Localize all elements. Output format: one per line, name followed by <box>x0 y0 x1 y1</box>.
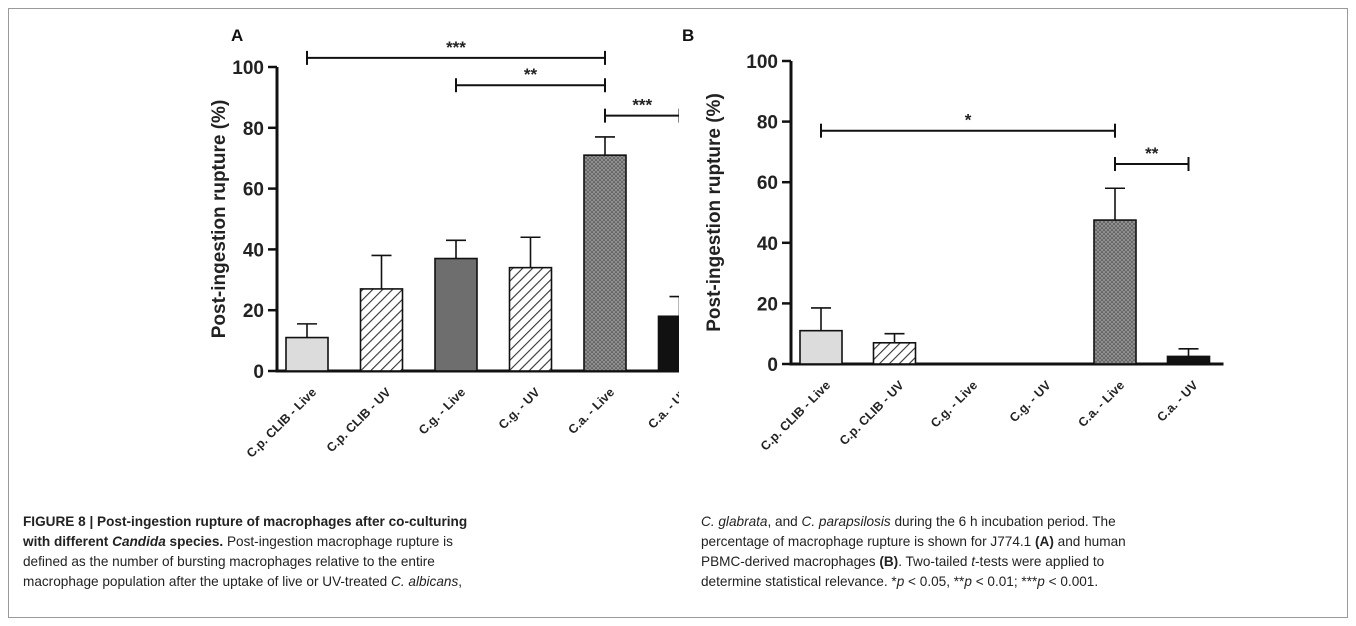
significance-label: *** <box>632 96 652 115</box>
figure-caption-left: FIGURE 8 | Post-ingestion rupture of mac… <box>23 512 668 592</box>
figure-caption-right: C. glabrata, and C. parapsilosis during … <box>701 512 1341 592</box>
y-tick-label: 100 <box>232 58 264 79</box>
caption-italic: p <box>1037 574 1045 589</box>
x-tick-label: C.g. - UV <box>1007 378 1054 425</box>
caption-line-7: PBMC-derived macrophages (B). Two-tailed… <box>701 552 1341 572</box>
y-axis-label: Post-ingestion rupture (%) <box>704 93 725 332</box>
caption-text: Post-ingestion macrophage rupture is <box>223 534 453 549</box>
caption-species: C. glabrata <box>701 514 768 529</box>
x-tick-label: C.p. CLIB - UV <box>324 385 394 455</box>
bar <box>1093 219 1137 365</box>
y-tick-label: 20 <box>243 301 264 322</box>
caption-panel-ref: (B) <box>879 554 899 569</box>
caption-text: . Two-tailed <box>898 554 972 569</box>
x-tick-label: C.p. CLIB - Live <box>758 378 833 453</box>
caption-text: macrophage population after the uptake o… <box>23 574 392 589</box>
caption-text: determine statistical relevance. * <box>701 574 897 589</box>
caption-title-italic: Candida <box>112 534 166 549</box>
x-tick-label: C.a. - UV <box>645 385 679 432</box>
bar <box>434 257 478 372</box>
x-tick-label: C.a. - UV <box>1154 378 1201 425</box>
caption-text: < 0.05, ** <box>904 574 965 589</box>
caption-text: and human <box>1053 534 1126 549</box>
caption-italic: p <box>964 574 972 589</box>
significance-label: * <box>965 111 972 130</box>
y-tick-label: 0 <box>767 355 778 376</box>
y-tick-label: 20 <box>757 294 778 315</box>
x-tick-label: C.g. - Live <box>928 378 980 430</box>
caption-line-6: percentage of macrophage rupture is show… <box>701 532 1341 552</box>
x-tick-label: C.a. - Live <box>1075 378 1127 430</box>
bar <box>359 288 404 372</box>
caption-line-5: C. glabrata, and C. parapsilosis during … <box>701 512 1341 532</box>
caption-line-3: defined as the number of bursting macrop… <box>23 554 435 569</box>
y-tick-label: 80 <box>757 113 778 134</box>
caption-species: C. parapsilosis <box>801 514 891 529</box>
y-tick-label: 80 <box>243 119 264 140</box>
panel-b-chart: B 0 20 40 60 80 100 Post-ingestion rupture (%) C… <box>682 26 1224 453</box>
y-tick-label: 40 <box>757 234 778 255</box>
x-tick-label: C.g. - UV <box>496 385 543 432</box>
x-tick-label: C.p. CLIB - Live <box>244 385 319 460</box>
bar <box>583 154 627 372</box>
figure-frame: A 0 20 40 60 80 100 Post-ingestion rupture (%) C… <box>8 8 1348 618</box>
significance-label: ** <box>524 65 538 84</box>
caption-line-2: with different Candida species. Post-ing… <box>23 532 668 552</box>
caption-text: -tests were applied to <box>975 554 1105 569</box>
caption-text: < 0.001. <box>1044 574 1099 589</box>
y-tick-label: 100 <box>746 52 778 73</box>
caption-italic: t <box>971 554 976 569</box>
y-tick-label: 0 <box>253 362 264 383</box>
bar <box>799 329 843 365</box>
y-axis-label: Post-ingestion rupture (%) <box>209 100 230 339</box>
x-tick-label: C.a. - Live <box>565 385 617 437</box>
caption-title-suffix: species. <box>165 534 224 549</box>
y-tick-label: 60 <box>757 173 778 194</box>
caption-figure-label: FIGURE 8 | Post-ingestion rupture of mac… <box>23 514 468 529</box>
caption-text: , and <box>767 514 802 529</box>
caption-text: < 0.01; *** <box>971 574 1038 589</box>
caption-italic: p <box>896 574 905 589</box>
bar <box>285 336 329 372</box>
bar <box>872 341 917 365</box>
caption-text: PBMC-derived macrophages <box>701 554 880 569</box>
caption-species: C. albicans <box>391 574 459 589</box>
bar <box>508 266 553 372</box>
significance-label: *** <box>446 38 466 57</box>
caption-line-8: determine statistical relevance. *p < 0.… <box>701 572 1341 592</box>
caption-title-part: with different <box>23 534 113 549</box>
caption-text: during the 6 h incubation period. The <box>890 514 1116 529</box>
y-tick-label: 60 <box>243 180 264 201</box>
bar <box>657 315 679 372</box>
caption-text: , <box>458 574 463 589</box>
bar <box>1166 355 1211 365</box>
y-tick-label: 40 <box>243 240 264 261</box>
panel-label: A <box>231 26 243 45</box>
panel-label: B <box>682 26 694 45</box>
caption-line-4: macrophage population after the uptake o… <box>23 572 668 592</box>
x-tick-label: C.p. CLIB - UV <box>837 378 907 448</box>
x-tick-label: C.g. - Live <box>416 385 468 437</box>
significance-label: ** <box>1145 144 1159 163</box>
caption-text: percentage of macrophage rupture is show… <box>701 534 1036 549</box>
caption-panel-ref: (A) <box>1035 534 1054 549</box>
caption-line-1: FIGURE 8 | Post-ingestion rupture of mac… <box>23 512 668 532</box>
